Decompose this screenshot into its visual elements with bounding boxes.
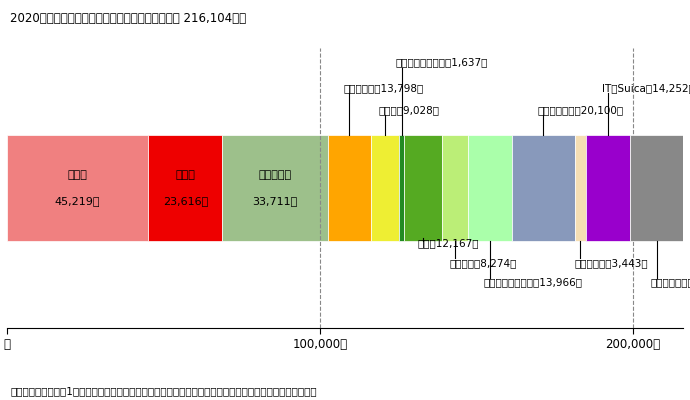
Bar — [575, 135, 586, 241]
Bar — [148, 135, 222, 241]
Text: お客さまサービス　13,966件: お客さまサービス 13,966件 — [484, 278, 583, 288]
Text: 駅設備: 駅設備 — [175, 170, 195, 180]
Bar — [404, 135, 442, 241]
Bar — [222, 135, 328, 241]
Bar — [400, 135, 404, 241]
Bar — [442, 135, 469, 241]
Text: 2020年度に寄せられたお客さまの声（項目別件数 216,104件）: 2020年度に寄せられたお客さまの声（項目別件数 216,104件） — [10, 12, 246, 25]
Text: 乗務員　9,028件: 乗務員 9,028件 — [379, 105, 440, 115]
Text: 45,219件: 45,219件 — [55, 196, 101, 206]
Text: 列車ダイヤ　13,798件: 列車ダイヤ 13,798件 — [343, 83, 424, 93]
Bar — [512, 135, 575, 241]
Text: 駅業務: 駅業務 — [68, 170, 88, 180]
Text: 商品・制度: 商品・制度 — [259, 170, 292, 180]
Bar — [7, 135, 148, 241]
Bar — [630, 135, 683, 241]
Text: 輸送障害　8,274件: 輸送障害 8,274件 — [449, 258, 516, 268]
Text: 23,616件: 23,616件 — [163, 196, 208, 206]
Text: 生活サービス　20,100件: 生活サービス 20,100件 — [538, 105, 623, 115]
Text: 車両　12,167件: 車両 12,167件 — [417, 238, 479, 248]
Text: カード事業　3,443件: カード事業 3,443件 — [574, 258, 648, 268]
Text: 33,711件: 33,711件 — [253, 196, 297, 206]
Text: 注）項目別件数は、1件の声に対して項目を複数登録できることから延べ件数となり、総件数と異なります。: 注）項目別件数は、1件の声に対して項目を複数登録できることから延べ件数となり、総… — [10, 386, 317, 396]
Text: 経営・その他　16,893件: 経営・その他 16,893件 — [651, 278, 690, 288]
Bar — [469, 135, 512, 241]
Text: 鉄道設備（地上）　1,637件: 鉄道設備（地上） 1,637件 — [395, 58, 488, 68]
Bar — [371, 135, 400, 241]
Bar — [586, 135, 630, 241]
Text: IT・Suica　14,252件: IT・Suica 14,252件 — [602, 83, 690, 93]
Bar — [328, 135, 371, 241]
